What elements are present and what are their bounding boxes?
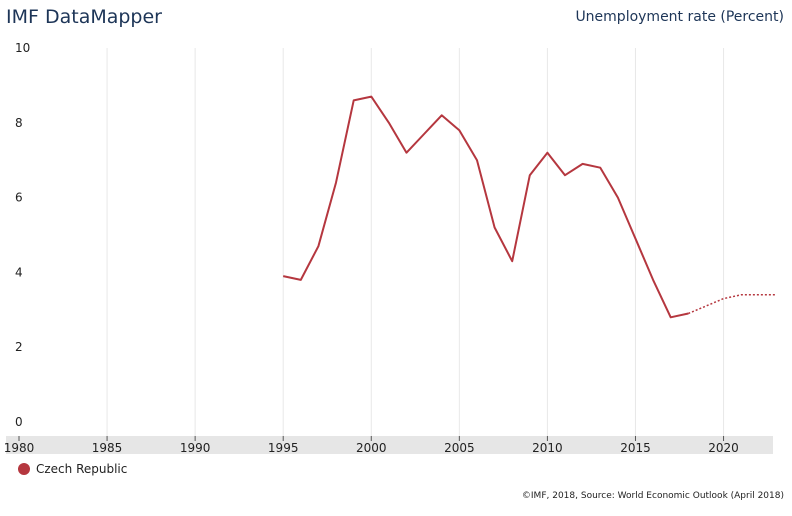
y-tick-label-8: 8 — [15, 116, 23, 130]
x-tick-label-2005: 2005 — [444, 441, 475, 455]
x-axis-ticks: 1980 1985 1990 1995 2000 2005 2010 2015 2020 — [4, 436, 739, 455]
x-axis-band — [6, 436, 773, 454]
y-tick-label-0: 0 — [15, 415, 23, 429]
indicator-title[interactable]: Unemployment rate (Percent) — [575, 9, 784, 25]
data-point-2005[interactable] — [455, 126, 463, 134]
data-point-2004[interactable] — [438, 111, 446, 119]
data-point-2011[interactable] — [561, 171, 569, 179]
chart-grid — [106, 48, 725, 436]
y-tick-label-4: 4 — [15, 265, 23, 279]
data-point-2003[interactable] — [420, 130, 428, 138]
legend-swatch — [18, 463, 30, 475]
y-tick-label-2: 2 — [15, 340, 23, 354]
x-tick-label-1985: 1985 — [92, 441, 123, 455]
data-point-2010[interactable] — [543, 149, 551, 157]
data-point-2018[interactable] — [684, 310, 692, 318]
x-tick-label-1990: 1990 — [180, 441, 211, 455]
x-tick-label-1995: 1995 — [268, 441, 299, 455]
x-tick-label-2020: 2020 — [708, 441, 739, 455]
data-point-2012[interactable] — [579, 160, 587, 168]
data-point-2007[interactable] — [491, 224, 499, 232]
data-point-1999[interactable] — [350, 96, 358, 104]
x-tick-label-2015: 2015 — [620, 441, 651, 455]
y-tick-label-10: 10 — [15, 41, 30, 55]
app-title: IMF DataMapper — [6, 6, 162, 28]
data-point-2013[interactable] — [596, 164, 604, 172]
x-tick-label-2000: 2000 — [356, 441, 387, 455]
data-point-2016[interactable] — [649, 276, 657, 284]
data-point-2002[interactable] — [403, 149, 411, 157]
series-line-actual[interactable] — [282, 95, 689, 319]
x-tick-label-1980: 1980 — [4, 441, 35, 455]
legend-label: Czech Republic — [36, 462, 128, 476]
line-chart: 0 2 4 6 8 10 1980 1985 1990 1995 2000 2005 2010 2015… — [4, 41, 777, 455]
source-note: ©IMF, 2018, Source: World Economic Outlo… — [521, 491, 784, 501]
data-point-2000[interactable] — [367, 93, 375, 101]
legend[interactable]: Czech Republic — [18, 462, 127, 476]
data-point-2008[interactable] — [508, 257, 516, 265]
series-layer[interactable] — [279, 93, 777, 322]
x-tick-label-2010: 2010 — [532, 441, 563, 455]
data-point-2006[interactable] — [473, 156, 481, 164]
series-line-projection[interactable] — [688, 294, 777, 315]
data-point-1996[interactable] — [297, 276, 305, 284]
data-point-1998[interactable] — [332, 179, 340, 187]
data-point-1997[interactable] — [314, 242, 322, 250]
data-point-2001[interactable] — [385, 119, 393, 127]
data-point-2015[interactable] — [632, 235, 640, 243]
data-point-2014[interactable] — [614, 194, 622, 202]
data-point-1995[interactable] — [279, 272, 287, 280]
data-point-2017[interactable] — [667, 313, 675, 321]
y-axis-ticks: 0 2 4 6 8 10 — [15, 41, 30, 429]
data-point-2009[interactable] — [526, 171, 534, 179]
y-tick-label-6: 6 — [15, 191, 23, 205]
